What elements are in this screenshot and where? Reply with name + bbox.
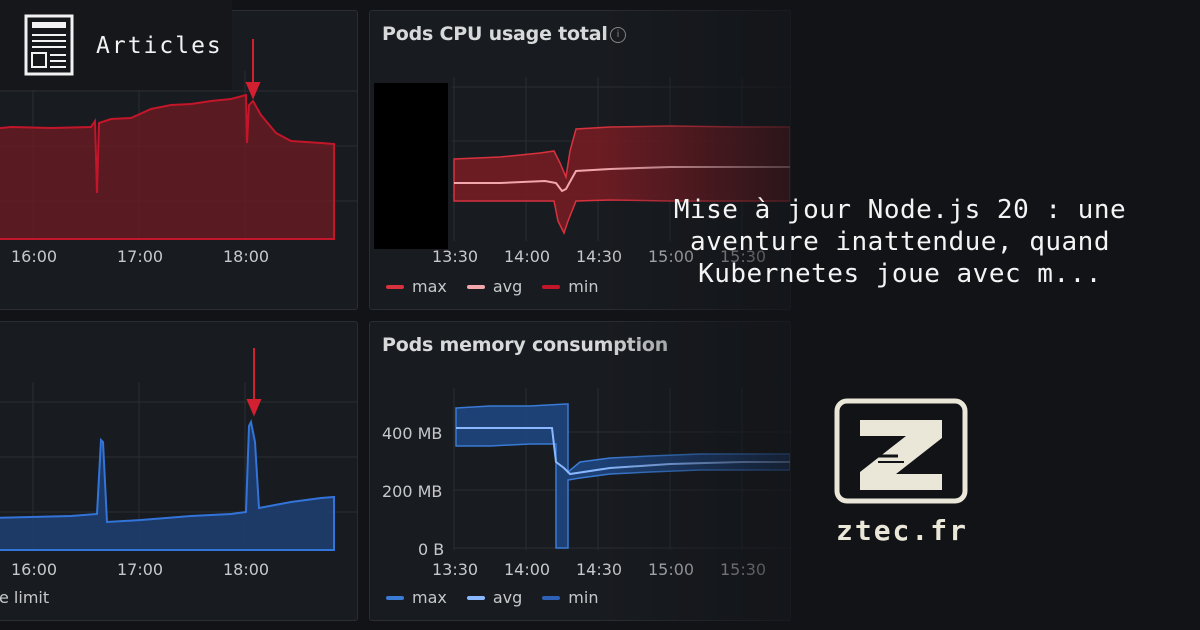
x-tick: 14:00 — [504, 247, 551, 266]
legend-label: avg — [492, 588, 523, 607]
chart-legend: max avg min — [386, 588, 598, 607]
articles-label: Articles — [96, 33, 223, 59]
legend-item-max[interactable]: max — [386, 588, 447, 607]
ztec-logo[interactable] — [834, 398, 968, 504]
x-tick: 18:00 — [223, 247, 270, 266]
cpu-area-left — [0, 93, 335, 240]
x-tick: 17:00 — [117, 560, 164, 579]
articles-badge[interactable]: Articles — [0, 0, 232, 90]
article-headline: Mise à jour Node.js 20 : une aventure in… — [610, 194, 1190, 290]
legend-item-avg[interactable]: avg — [466, 277, 523, 296]
legend-item-min[interactable]: min — [542, 588, 598, 607]
legend-item-min[interactable]: min — [542, 277, 598, 296]
x-tick: 18:00 — [223, 560, 270, 579]
y-tick: 0 B — [418, 540, 445, 559]
legend-item-avg[interactable]: avg — [466, 588, 523, 607]
x-tick: 13:30 — [432, 247, 479, 266]
legend-item-max[interactable]: max — [386, 277, 447, 296]
y-tick: 200 MB — [382, 482, 443, 501]
headline-line: Kubernetes joue avec m... — [698, 259, 1102, 289]
annotation-arrow — [245, 39, 261, 100]
legend-label: max — [412, 588, 447, 607]
memory-chart-panel-left: 16:00 17:00 18:00 e limit — [0, 321, 358, 621]
memory-area-left — [0, 418, 335, 551]
newspaper-icon — [24, 14, 74, 76]
x-tick: 16:00 — [11, 560, 58, 579]
legend-label: min — [568, 588, 599, 607]
memory-chart-panel-right: Pods memory consumption 400 MB 200 MB 0 … — [369, 321, 791, 621]
legend-label: max — [412, 277, 447, 296]
headline-line: Mise à jour Node.js 20 : une — [673, 195, 1127, 225]
brand-name[interactable]: ztec.fr — [835, 514, 968, 547]
annotation-arrow — [246, 348, 262, 417]
x-tick: 15:00 — [648, 560, 695, 579]
y-tick: 400 MB — [382, 424, 443, 443]
x-tick: 17:00 — [117, 247, 164, 266]
x-tick: 14:00 — [504, 560, 551, 579]
x-tick: 14:30 — [576, 560, 623, 579]
x-tick: 15:30 — [720, 560, 767, 579]
x-tick: 13:30 — [432, 560, 479, 579]
headline-line: aventure inattendue, quand — [690, 227, 1110, 257]
legend-label: e limit — [0, 588, 50, 607]
legend-label: avg — [492, 277, 523, 296]
chart-legend: max avg min — [386, 277, 598, 296]
x-tick: 16:00 — [11, 247, 58, 266]
legend-label: min — [568, 277, 599, 296]
memory-band-right — [455, 403, 790, 549]
